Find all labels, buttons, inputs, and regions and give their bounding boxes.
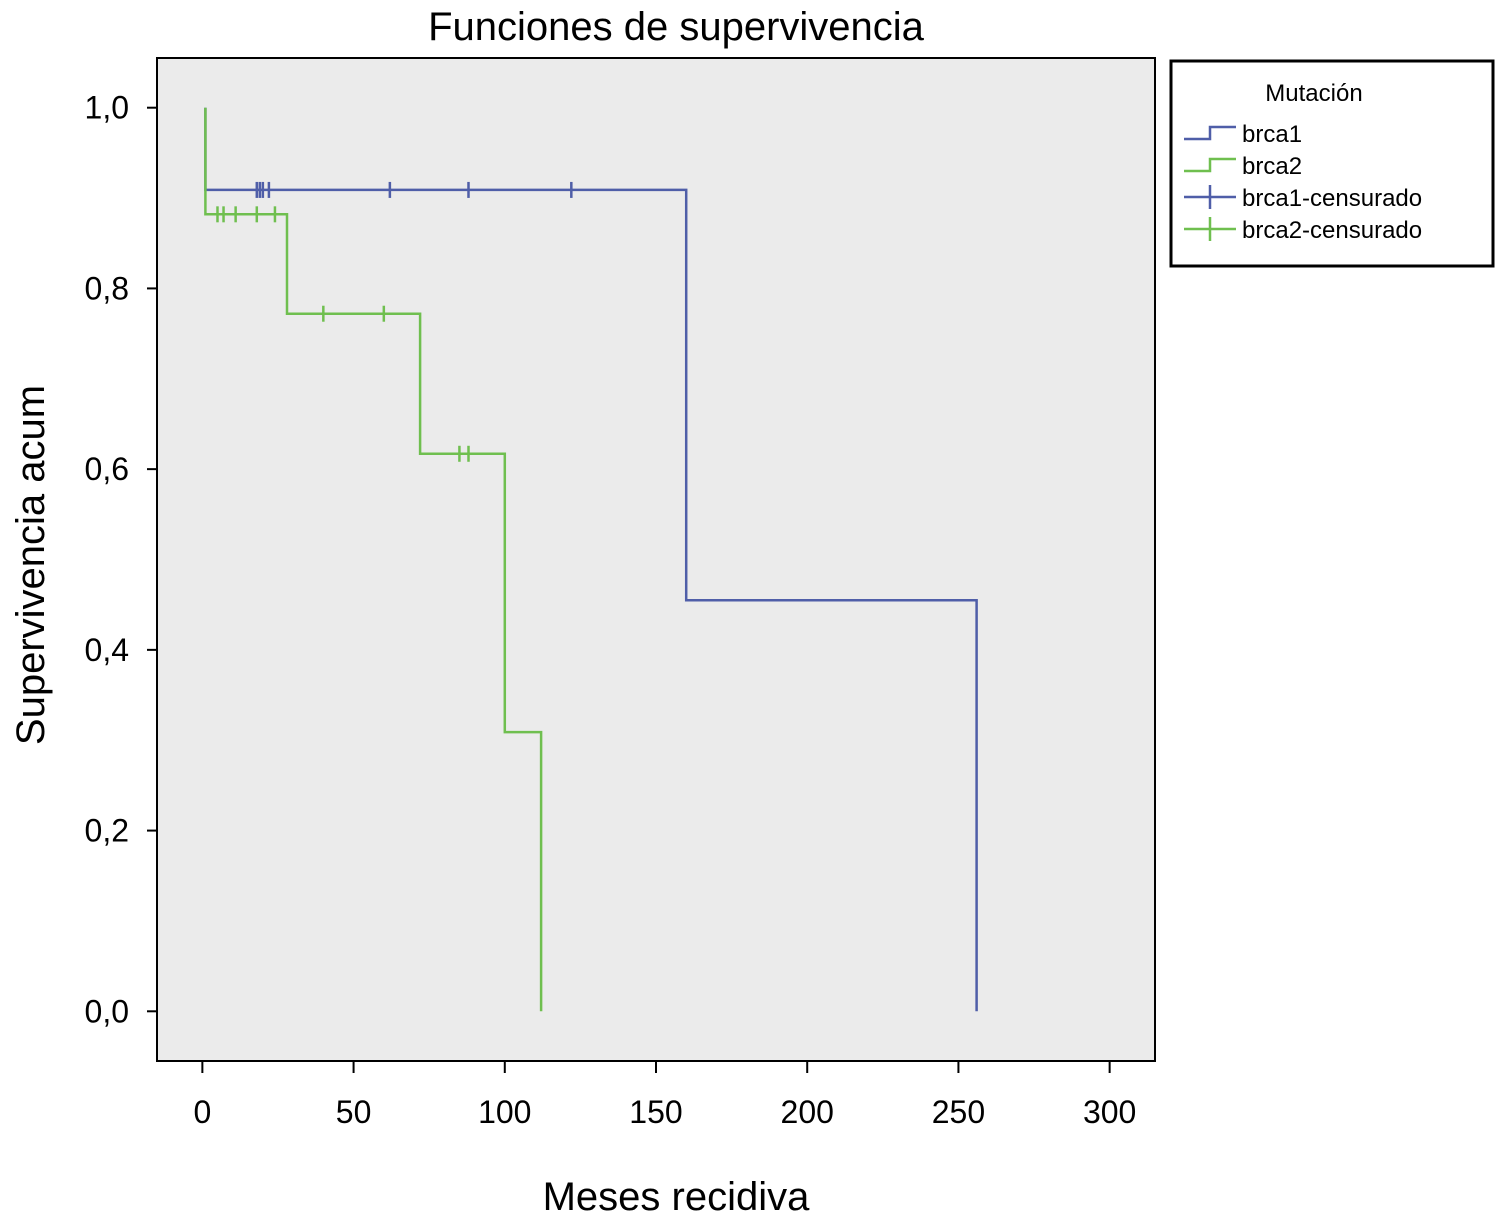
- series-layer: [204, 107, 978, 1012]
- legend: Mutación brca1 brca2 brca1-censurado brca2-…: [1169, 59, 1495, 268]
- y-tick-label: 0,2: [85, 813, 129, 849]
- legend-label-brca1-censurado: brca1-censurado: [1242, 185, 1422, 212]
- legend-label-brca1: brca1: [1242, 121, 1302, 148]
- legend-box: [1169, 59, 1495, 268]
- y-tick-label: 0,0: [85, 993, 129, 1029]
- y-tick-label: 0,4: [85, 632, 129, 668]
- y-axis: 0,0 0,2 0,4 0,6 0,8 1,0: [85, 90, 157, 1029]
- y-tick-label: 0,8: [85, 270, 129, 306]
- legend-entries: brca1 brca2 brca1-censurado brca2-censurado: [1184, 121, 1422, 244]
- x-tick-label: 50: [336, 1094, 372, 1130]
- legend-label-brca2-censurado: brca2-censurado: [1242, 217, 1422, 244]
- y-tick-label: 1,0: [85, 90, 129, 126]
- x-tick-label: 0: [193, 1094, 211, 1130]
- series-line-brca2: [204, 107, 543, 1012]
- legend-swatch-brca1: [1184, 125, 1236, 141]
- x-tick-label: 150: [629, 1094, 682, 1130]
- legend-swatch-brca2: [1184, 157, 1236, 173]
- x-tick-label: 250: [932, 1094, 985, 1130]
- legend-label-brca2: brca2: [1242, 153, 1302, 180]
- chart-title: Funciones de supervivencia: [428, 5, 925, 49]
- legend-title: Mutación: [1265, 80, 1362, 107]
- x-axis: 0 50 100 150 200 250 300: [193, 1061, 1136, 1130]
- y-axis-label: Supervivencia acum: [9, 385, 53, 745]
- x-tick-label: 300: [1083, 1094, 1136, 1130]
- x-tick-label: 200: [781, 1094, 834, 1130]
- plot-area: [156, 57, 1156, 1062]
- x-axis-label: Meses recidiva: [543, 1175, 811, 1219]
- x-tick-label: 100: [478, 1094, 531, 1130]
- y-tick-label: 0,6: [85, 451, 129, 487]
